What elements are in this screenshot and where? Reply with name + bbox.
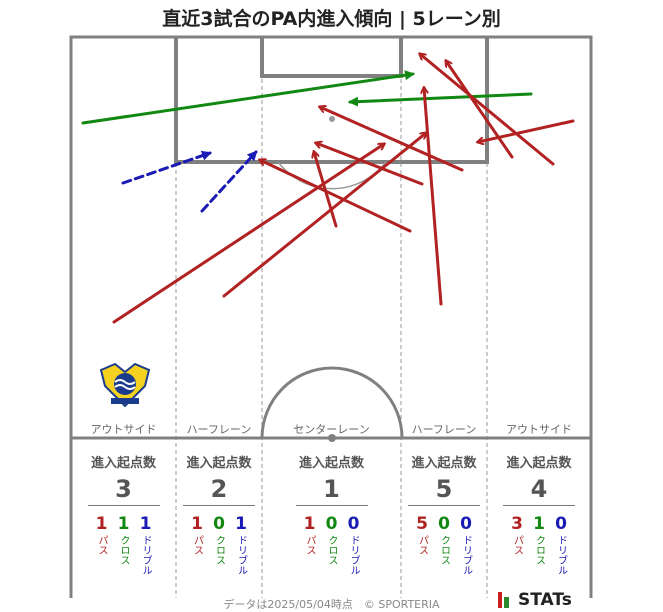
- dribble-count: 1: [139, 514, 152, 534]
- stat-header: 進入起点数: [411, 456, 477, 471]
- lane-label-halflane-left: ハーフレーン: [186, 423, 252, 436]
- pass-count: 1: [303, 514, 316, 534]
- stat-total: 2: [210, 475, 228, 503]
- lane-stats-outside-left: 進入起点数 3 1 パス 1 クロス 1 ドリブル: [71, 452, 176, 575]
- pass-count: 1: [191, 514, 203, 534]
- stat-total: 1: [323, 475, 340, 503]
- pass-count: 3: [511, 514, 523, 534]
- lane-label-outside-left: アウトサイド: [90, 423, 157, 436]
- dribble-label: ドリブル: [460, 535, 472, 575]
- dribble-arrow: [121, 150, 212, 185]
- dribble-arrow: [200, 150, 258, 213]
- stat-total: 4: [530, 475, 548, 503]
- page-title: 直近3試合のPA内進入傾向 | 5レーン別: [162, 8, 501, 30]
- cross-label: クロス: [326, 535, 337, 565]
- stat-total: 5: [435, 475, 453, 503]
- stat-header: 進入起点数: [506, 456, 572, 471]
- pass-arrow: [420, 54, 555, 166]
- lane-label-center: センターレーン: [293, 423, 370, 436]
- pass-arrow: [260, 160, 412, 233]
- stat-total: 3: [115, 475, 132, 503]
- team-crest: [99, 362, 151, 408]
- lane-label-halflane-right: ハーフレーン: [411, 423, 477, 436]
- center-circle: [260, 366, 404, 439]
- lane-stats-halflane-right: 進入起点数 5 5 パス 0 クロス 0 ドリブル: [401, 452, 487, 575]
- center-spot: [328, 434, 336, 442]
- pass-arrow: [222, 133, 426, 298]
- pass-arrow: [320, 107, 464, 172]
- stats-logo-icon: [498, 592, 514, 608]
- dribble-count: 0: [555, 514, 567, 534]
- cross-arrow: [81, 70, 415, 125]
- dribble-count: 1: [235, 514, 247, 534]
- dribble-count: 0: [460, 514, 472, 534]
- pass-arrow: [314, 152, 338, 228]
- pass-arrow: [478, 119, 575, 142]
- lane-stats-outside-right: 進入起点数 4 3 パス 1 クロス 0 ドリブル: [487, 452, 591, 575]
- pass-arrow: [112, 144, 384, 324]
- dribble-label: ドリブル: [235, 535, 247, 575]
- stat-divider: [183, 505, 255, 506]
- pass-arrow: [424, 88, 443, 306]
- cross-count: 0: [438, 514, 450, 534]
- dribble-label: ドリブル: [140, 535, 151, 575]
- cross-arrow: [348, 92, 533, 107]
- cross-count: 1: [533, 514, 545, 534]
- penalty-spot: [329, 116, 335, 122]
- stat-divider: [87, 505, 160, 506]
- pass-arrow: [316, 143, 424, 186]
- cross-count: 1: [117, 514, 130, 534]
- stat-divider: [408, 505, 480, 506]
- stat-header: 進入起点数: [186, 456, 252, 471]
- cross-label: クロス: [213, 535, 225, 565]
- brand-logo: STATs: [498, 590, 572, 610]
- pass-label: パス: [191, 535, 203, 555]
- cross-count: 0: [325, 514, 338, 534]
- pass-label: パス: [511, 535, 523, 555]
- pass-count: 1: [95, 514, 108, 534]
- pass-label: パス: [304, 535, 315, 555]
- lane-label-outside-right: アウトサイド: [506, 423, 572, 436]
- pass-count: 5: [416, 514, 428, 534]
- cross-label: クロス: [438, 535, 450, 565]
- pass-arrow: [446, 61, 514, 159]
- cross-count: 0: [213, 514, 225, 534]
- lane-stats-center: 進入起点数 1 1 パス 0 クロス 0 ドリブル: [262, 452, 401, 575]
- stat-header: 進入起点数: [90, 456, 156, 471]
- pass-label: パス: [416, 535, 428, 555]
- penalty-area: [174, 37, 489, 164]
- brand-text: STATs: [518, 590, 572, 610]
- stat-divider: [295, 505, 368, 506]
- pass-label: パス: [96, 535, 107, 555]
- cross-label: クロス: [533, 535, 545, 565]
- lane-stats-halflane-left: 進入起点数 2 1 パス 0 クロス 1 ドリブル: [176, 452, 262, 575]
- dribble-count: 0: [347, 514, 360, 534]
- stat-header: 進入起点数: [298, 456, 364, 471]
- pitch-outline: [69, 35, 593, 598]
- footer-note: データは2025/05/04時点 © SPORTERIA: [223, 598, 440, 611]
- cross-label: クロス: [118, 535, 129, 565]
- dribble-label: ドリブル: [555, 535, 567, 575]
- stat-divider: [503, 505, 575, 506]
- arrow-layer: [81, 54, 575, 324]
- goal-area: [260, 37, 403, 78]
- dribble-label: ドリブル: [348, 535, 359, 575]
